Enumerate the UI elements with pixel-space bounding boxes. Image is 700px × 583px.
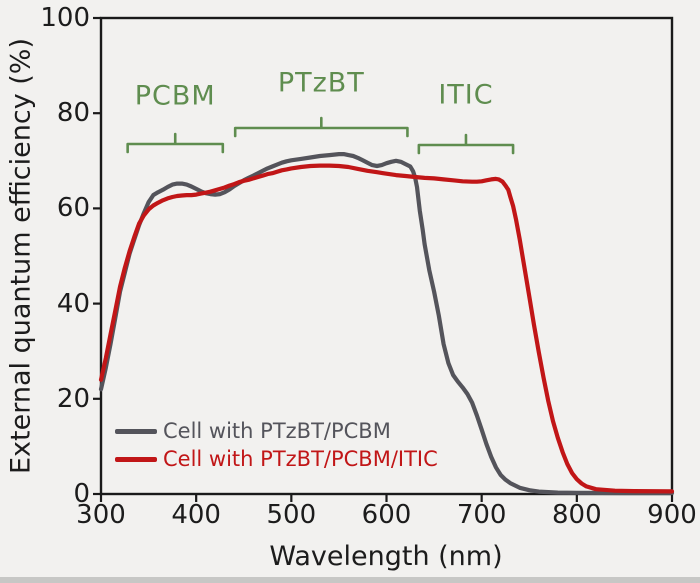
- legend-item-ptzbt-pcbm-itic: Cell with PTzBT/PCBM/ITIC: [115, 448, 438, 470]
- annotation-label-itic: ITIC: [438, 79, 494, 111]
- annotation-label-pcbm: PCBM: [134, 80, 216, 112]
- legend-label: Cell with PTzBT/PCBM/ITIC: [163, 446, 438, 471]
- x-tick-label: 300: [76, 500, 126, 530]
- y-tick-label: 40: [56, 288, 90, 319]
- x-tick-label: 700: [456, 500, 507, 530]
- x-tick-label: 900: [647, 500, 697, 530]
- eqe-curve-ptzbt-pcbm-itic: [98, 163, 675, 494]
- x-tick-label: 800: [552, 500, 602, 530]
- legend-swatch-red-line: [115, 456, 157, 462]
- x-axis-title: Wavelength (nm): [269, 541, 503, 572]
- annotation-bracket: [233, 116, 409, 138]
- legend-label: Cell with PTzBT/PCBM: [163, 418, 391, 443]
- x-tick-label: 600: [361, 500, 412, 530]
- y-tick-label: 100: [40, 3, 90, 33]
- eqe-curve-ptzbt-pcbm: [98, 152, 675, 496]
- bottom-edge-band: [0, 577, 700, 583]
- annotation-bracket: [417, 133, 515, 155]
- y-tick-label: 80: [56, 98, 90, 129]
- y-tick-label: 0: [73, 479, 90, 509]
- y-tick-label: 60: [56, 193, 90, 224]
- annotation-bracket: [126, 132, 225, 154]
- annotation-label-ptzbt: PTzBT: [277, 67, 365, 99]
- plot-frame: [99, 16, 674, 496]
- legend-item-ptzbt-pcbm: Cell with PTzBT/PCBM: [115, 420, 391, 442]
- y-axis-title: External quantum efficiency (%): [5, 37, 37, 475]
- x-tick-label: 400: [171, 500, 221, 530]
- y-tick-label: 20: [56, 383, 90, 414]
- x-tick-label: 500: [266, 500, 317, 530]
- legend-swatch-gray-line: [115, 428, 157, 434]
